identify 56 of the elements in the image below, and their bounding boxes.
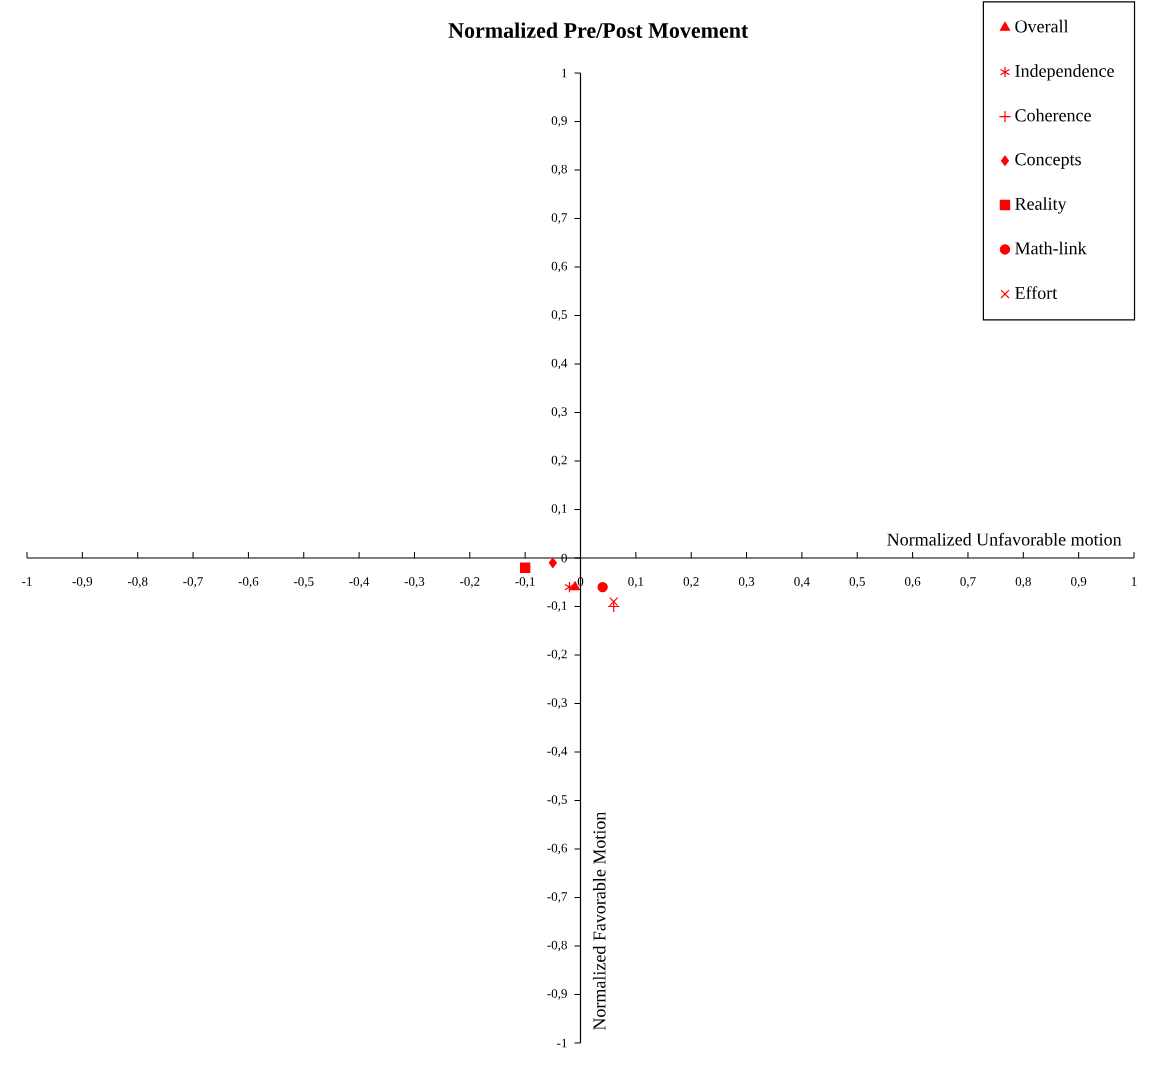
y-tick-label: -0,8	[547, 940, 567, 952]
y-tick-label: 0	[561, 553, 567, 563]
y-tick-label: 0,4	[551, 358, 568, 370]
x-tick-label: 0,2	[683, 577, 699, 588]
y-tick-label: 0,3	[551, 407, 567, 418]
x-tick-label: 0,3	[738, 577, 755, 588]
legend-label: Coherence	[1015, 108, 1091, 122]
legend-label: Concepts	[1015, 153, 1081, 170]
x-tick-label: -0,9	[72, 577, 93, 588]
legend-label: Independence	[1015, 64, 1114, 81]
x-tick-label: 0,6	[904, 577, 921, 588]
x-tick-label: -0,3	[404, 577, 425, 588]
x-tick-label: 0,5	[849, 577, 865, 588]
legend-label: Overall	[1015, 19, 1069, 33]
y-tick-label: -0,2	[547, 649, 567, 661]
y-tick-label: 0,7	[551, 213, 568, 224]
legend-label: Reality	[1015, 197, 1067, 214]
y-tick-label: -0,6	[547, 843, 568, 855]
y-tick-label: 0,6	[551, 261, 568, 273]
x-tick-label: 1	[1131, 577, 1137, 586]
point	[597, 581, 608, 593]
x-tick-label: -0,6	[238, 577, 259, 588]
point	[564, 581, 575, 593]
x-tick-label: -0,2	[459, 577, 480, 588]
x-tick-label: 0,8	[1015, 577, 1031, 588]
x-tick-label: -0,7	[183, 577, 203, 588]
point	[548, 557, 557, 569]
x-tick-label: -0,8	[127, 577, 148, 588]
y-tick-label: -0,4	[547, 746, 568, 758]
x-tick-label: 0,4	[794, 577, 810, 588]
legend-label: Effort	[1015, 286, 1058, 300]
y-tick-label: 1	[562, 68, 567, 78]
x-tick-label: -1	[22, 577, 32, 586]
y-tick-label: -1	[557, 1038, 567, 1048]
x-tick-label: 0,1	[628, 577, 644, 588]
y-tick-label: 0,8	[551, 164, 567, 176]
y-tick-label: 0,1	[551, 504, 567, 515]
x-axis-title: Normalized Unfavorable motion	[887, 532, 1122, 546]
y-tick-label: -0,1	[547, 601, 567, 612]
x-tick-label: -0,4	[349, 577, 370, 588]
point	[607, 600, 620, 613]
x-tick-label: -0,1	[515, 577, 535, 588]
y-tick-label: -0,3	[547, 698, 567, 709]
y-tick-label: 0,2	[551, 455, 567, 467]
y-tick-label: -0,5	[547, 795, 567, 806]
y-tick-label: 0,5	[551, 310, 567, 321]
y-tick-label: -0,9	[547, 989, 567, 1000]
y-axis-title: Normalized Favorable Motion	[592, 811, 606, 1031]
y-tick-label: -0,7	[547, 892, 568, 903]
x-tick-label: 0,7	[960, 577, 976, 588]
point	[519, 562, 531, 573]
legend-label: Math-link	[1015, 241, 1087, 255]
x-tick-label: 0,9	[1071, 577, 1087, 588]
chart-title: Normalized Pre/Post Movement	[448, 22, 749, 38]
y-tick-label: 0,9	[551, 116, 567, 127]
x-tick-label: -0,5	[293, 577, 314, 588]
